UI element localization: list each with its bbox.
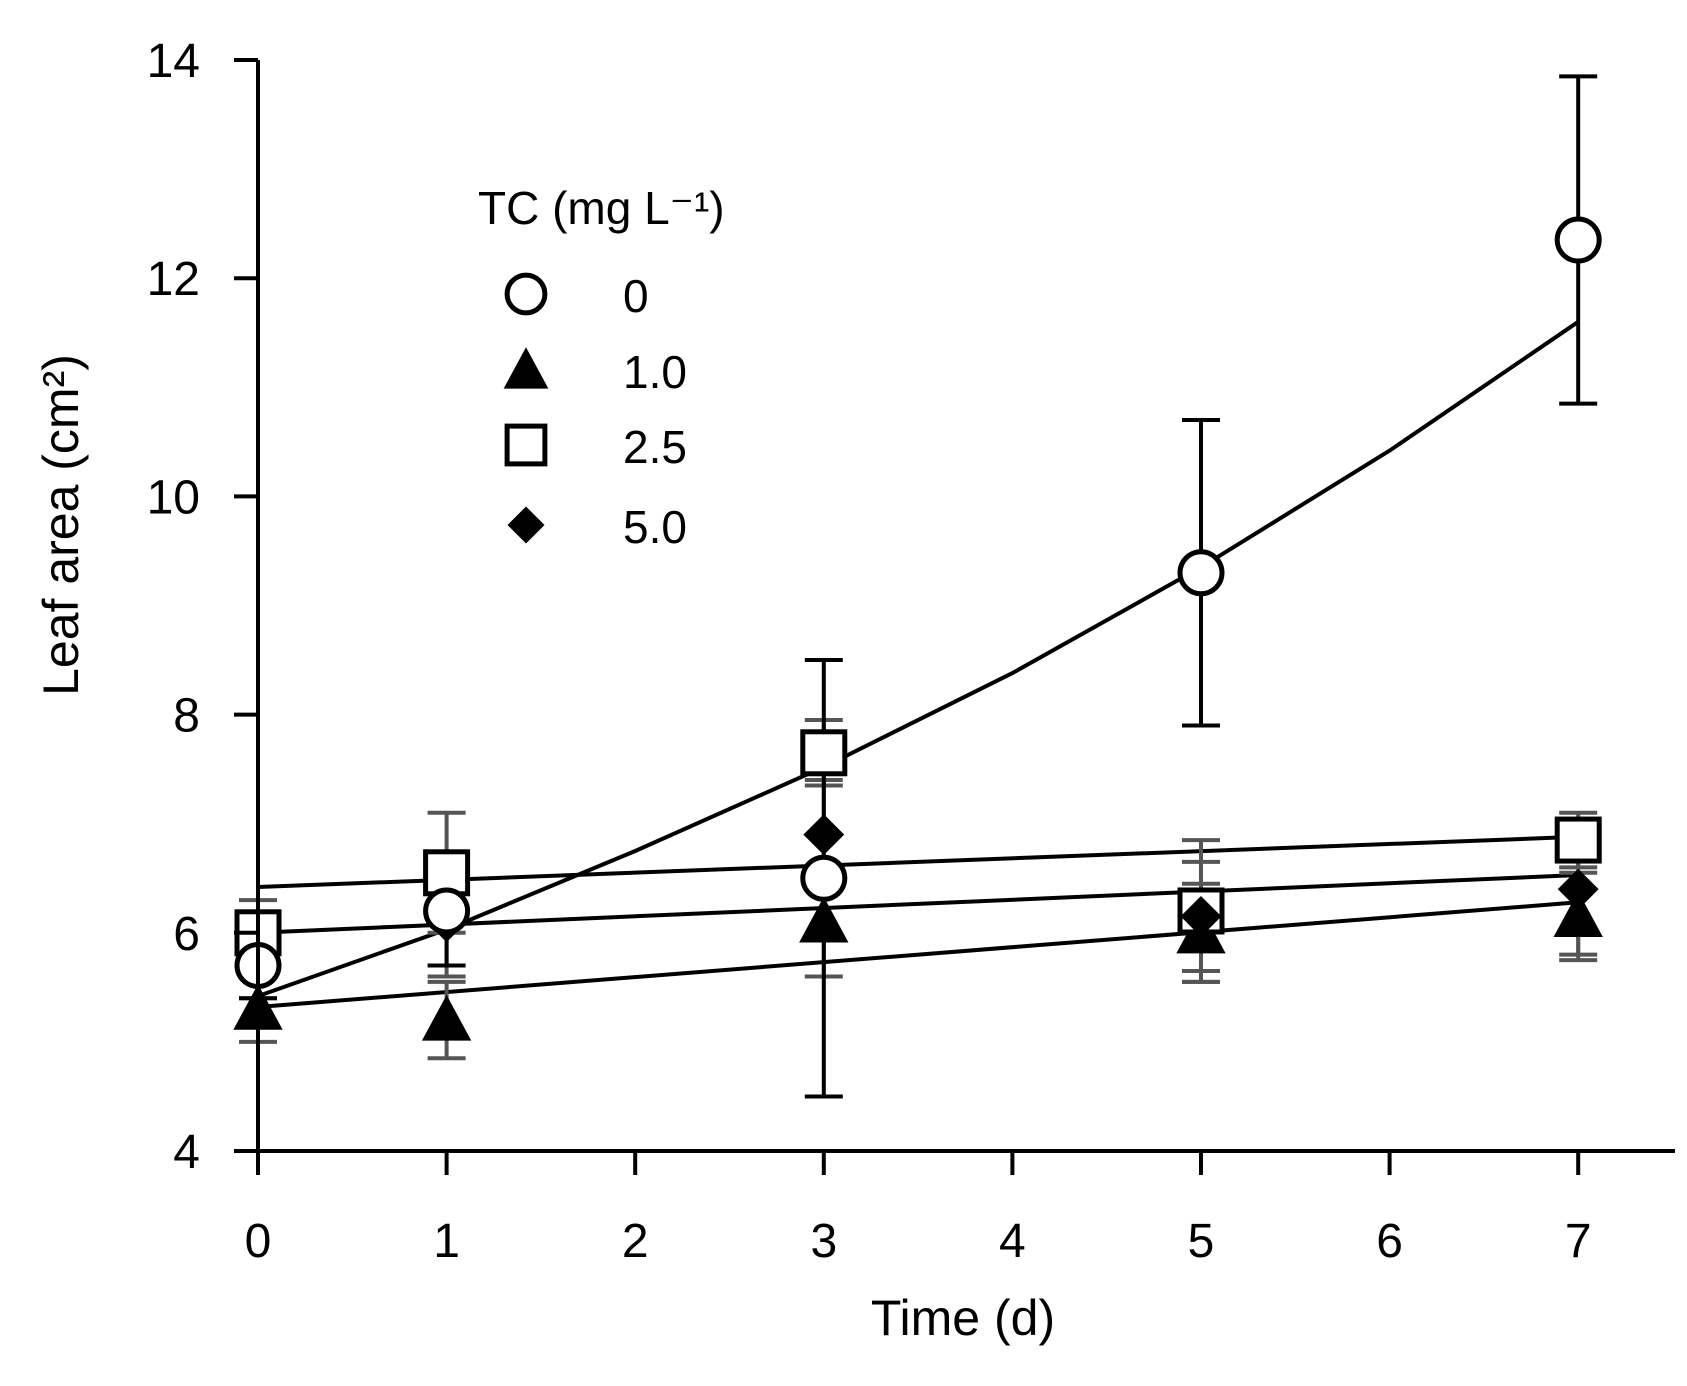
data-point-series-2.5 xyxy=(800,729,848,777)
data-point-series-5.0 xyxy=(803,814,845,856)
error-bars-group xyxy=(239,74,1598,1099)
y-tick-label: 12 xyxy=(147,253,200,306)
data-point-series-0 xyxy=(1554,216,1602,264)
legend-marker-5.0 xyxy=(507,506,545,544)
y-tick-label: 14 xyxy=(147,35,200,88)
fit-lines-group xyxy=(257,320,1580,1009)
data-point-series-1.0 xyxy=(421,994,472,1041)
data-point-series-5.0 xyxy=(1557,868,1599,910)
y-tick-label: 4 xyxy=(173,1126,200,1179)
x-tick-label: 3 xyxy=(810,1215,837,1268)
data-point-series-1.0 xyxy=(1553,891,1603,937)
legend-marker-2.5 xyxy=(504,423,548,467)
x-tick-label: 0 xyxy=(245,1215,272,1268)
fit-line-series-0 xyxy=(257,320,1580,998)
legend-marker-1.0 xyxy=(503,347,549,389)
data-point-series-2.5 xyxy=(1554,816,1602,864)
data-point-series-1.0 xyxy=(799,896,849,943)
y-tick-label: 10 xyxy=(147,471,200,524)
x-tick-label: 7 xyxy=(1565,1215,1592,1268)
x-tick-label: 1 xyxy=(433,1215,460,1268)
y-tick-label: 6 xyxy=(173,908,200,961)
data-point-series-0 xyxy=(800,854,848,902)
legend-label: 1.0 xyxy=(623,346,687,398)
y-axis-title: Leaf area (cm²) xyxy=(33,354,89,696)
y-tick-label: 8 xyxy=(173,690,200,743)
data-point-series-0 xyxy=(423,887,471,935)
x-tick-label: 6 xyxy=(1376,1215,1403,1268)
fit-line-series-2.5 xyxy=(257,834,1579,889)
legend-title: TC (mg L⁻¹) xyxy=(478,182,725,234)
legend-label: 0 xyxy=(623,270,649,322)
x-tick-label: 5 xyxy=(1188,1215,1215,1268)
data-point-series-5.0 xyxy=(1180,896,1222,937)
legend-marker-0 xyxy=(504,272,548,316)
legend: TC (mg L⁻¹) 0 1.0 2.5 5.0 xyxy=(478,182,725,553)
legend-label: 5.0 xyxy=(623,501,687,553)
x-tick-label: 2 xyxy=(622,1215,649,1268)
x-axis-title: Time (d) xyxy=(871,1290,1055,1346)
fit-line-series-5.0 xyxy=(257,873,1579,935)
fit-line-series-1.0 xyxy=(257,900,1579,1009)
x-tick-label: 4 xyxy=(999,1215,1026,1268)
legend-label: 2.5 xyxy=(623,421,687,473)
data-point-series-0 xyxy=(1177,549,1225,597)
